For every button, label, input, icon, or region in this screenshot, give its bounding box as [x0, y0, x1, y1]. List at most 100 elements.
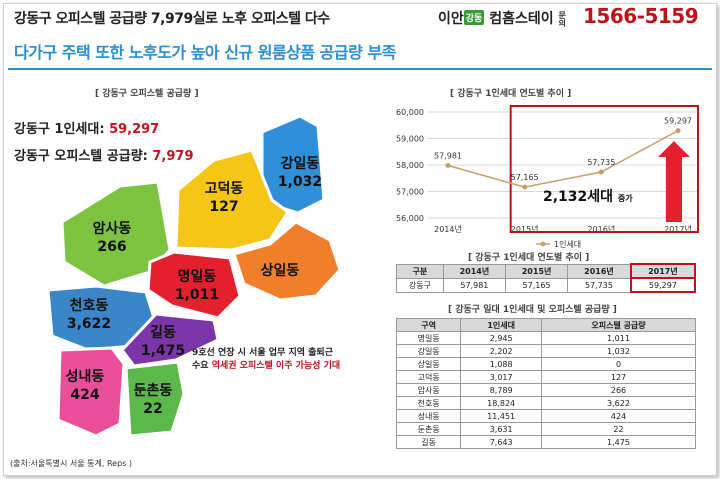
data-point	[598, 169, 604, 175]
table-cell: 3,017	[460, 370, 542, 384]
table-row: 성내동 11,451 424	[395, 409, 696, 423]
table-row: 상일동 1,088 0	[395, 357, 696, 371]
increase-arrow	[658, 141, 690, 222]
table-cell: 1,032	[541, 344, 696, 358]
x-tick-label: 2015년	[511, 224, 539, 234]
table-cell: 강동구	[396, 277, 444, 293]
region-label-myeongil: 명일동 1,011	[174, 269, 220, 303]
table-cell: 127	[541, 370, 696, 384]
table-row: 강일동 2,202 1,032	[395, 344, 696, 358]
table-row: 길동 7,643 1,475	[395, 435, 696, 449]
phone-number[interactable]: 1566-5159	[583, 4, 699, 28]
table-cell: 266	[541, 383, 696, 397]
note-line2: 수요 역세권 오피스텔 이주 가능성 기대	[192, 361, 341, 371]
region-label-amsa: 암사동 266	[92, 221, 132, 255]
increase-callout: 2,132세대 증가	[543, 189, 633, 205]
table-cell: 천호동	[395, 396, 462, 410]
y-tick-label: 59,000	[396, 135, 424, 144]
table-row: 고덕동 3,017 127	[395, 370, 696, 384]
table-row: 천호동 18,824 3,622	[395, 396, 696, 410]
legend-label: 1인세대	[554, 239, 581, 249]
map-section-title: [ 강동구 오피스텔 공급량 ]	[95, 89, 199, 99]
table-cell: 18,824	[460, 396, 542, 410]
table-header-cell: 오피스텔 공급량	[541, 318, 696, 332]
table-cell: 암사동	[395, 383, 462, 397]
data-label: 57,981	[434, 152, 462, 161]
table-cell: 59,297	[629, 277, 697, 293]
line-chart: 60,000 59,000 58,000 57,000 56,000 2014년 2015년…	[396, 105, 699, 249]
y-tick-label: 56,000	[396, 214, 424, 223]
chart-section-title: [ 강동구 1인세대 연도별 추이 ]	[450, 89, 572, 99]
table-header-cell: 2015년	[504, 263, 569, 279]
table-cell: 1,011	[541, 331, 696, 345]
legend-marker	[540, 241, 546, 247]
table-cell: 3,631	[460, 422, 542, 436]
table-header-cell: 2017년	[629, 263, 697, 279]
data-label: 57,165	[511, 173, 539, 182]
table-cell: 11,451	[460, 409, 542, 423]
stat-value: 59,297	[109, 122, 160, 137]
region-label-godeok: 고덕동 127	[204, 181, 244, 215]
region-seongnae	[56, 346, 126, 438]
table-cell: 둔촌동	[395, 422, 462, 436]
table-cell: 57,735	[567, 277, 632, 293]
highlight-box	[509, 105, 699, 233]
table-header-cell: 2014년	[442, 263, 506, 279]
header-divider	[8, 68, 712, 70]
source-note: (출처:서울특별시 서울 통계, Reps )	[10, 459, 132, 468]
table-cell: 강일동	[395, 344, 462, 358]
x-tick-label: 2016년	[587, 224, 615, 234]
table-cell: 고덕동	[395, 370, 462, 384]
table-cell: 성내동	[395, 409, 462, 423]
table-row: 둔촌동 3,631 22	[395, 422, 696, 436]
table2-title: [ 강동구 일대 1인세대 및 오피스텔 공급량 ]	[448, 305, 617, 315]
single-household-stat: 강동구 1인세대: 59,297	[14, 118, 159, 137]
table-cell: 2,945	[460, 331, 542, 345]
region-label-gangil: 강일동 1,032	[277, 156, 323, 190]
brand-prefix: 이안	[438, 11, 464, 27]
district-table: 구역 1인세대 오피스텔 공급량 명일동 2,945 1,011 강일동 2,202 1,03…	[395, 318, 696, 449]
region-label-gil: 길동 1,475	[140, 325, 186, 359]
table-cell: 2,202	[460, 344, 542, 358]
brand-suffix: 컴홈스테이	[489, 11, 554, 27]
table-cell: 1,088	[460, 357, 542, 371]
officetel-supply-stat: 강동구 오피스텔 공급량: 7,979	[14, 145, 194, 164]
region-myeongil	[146, 250, 242, 320]
stat-label: 강동구 오피스텔 공급량:	[14, 149, 153, 164]
table-cell: 7,643	[460, 435, 542, 449]
region-label-seongnae: 성내동 424	[65, 369, 105, 403]
page-subtitle: 다가구 주택 또한 노후도가 높아 신규 원룸상품 공급량 부족	[14, 43, 396, 62]
table-cell: 22	[541, 422, 696, 436]
region-label-sangil: 상일동	[260, 263, 300, 279]
data-label: 59,297	[664, 117, 692, 126]
table-cell: 424	[541, 409, 696, 423]
page-frame	[3, 3, 717, 476]
region-label-cheonho: 천호동 3,622	[66, 298, 112, 332]
stat-value: 7,979	[152, 149, 194, 164]
x-tick-label: 2014년	[434, 224, 462, 234]
table-cell: 1,475	[541, 435, 696, 449]
data-label: 57,735	[587, 158, 615, 167]
table-cell: 3,622	[541, 396, 696, 410]
table-cell: 상일동	[395, 357, 462, 371]
region-godeok	[174, 148, 291, 252]
data-point	[445, 163, 451, 169]
series-line	[447, 129, 679, 188]
table-cell: 명일동	[395, 331, 462, 345]
inquiry-label: 문의	[558, 11, 566, 28]
subway-note: 9호선 연장 시 서울 업무 지역 출퇴근 수요 역세권 오피스텔 이주 가능성…	[192, 347, 340, 373]
y-tick-label: 58,000	[396, 161, 424, 170]
table-row: 명일동 2,945 1,011	[395, 331, 696, 345]
brand-badge: 강동	[463, 10, 485, 25]
y-tick-label: 57,000	[396, 188, 424, 197]
table-cell: 길동	[395, 435, 462, 449]
table-header-cell: 구분	[396, 263, 444, 279]
table-header-cell: 2016년	[567, 263, 632, 279]
table1-title: [ 강동구 1인세대 연도별 추이 ]	[468, 253, 590, 263]
yearly-table: 구분 2014년 2015년 2016년 2017년 강동구 57,981 57,165 57…	[396, 263, 697, 293]
data-point	[522, 184, 528, 190]
table-cell: 0	[541, 357, 696, 371]
region-sangil	[232, 220, 342, 302]
note-line1: 9호선 연장 시 서울 업무 지역 출퇴근	[192, 348, 333, 358]
